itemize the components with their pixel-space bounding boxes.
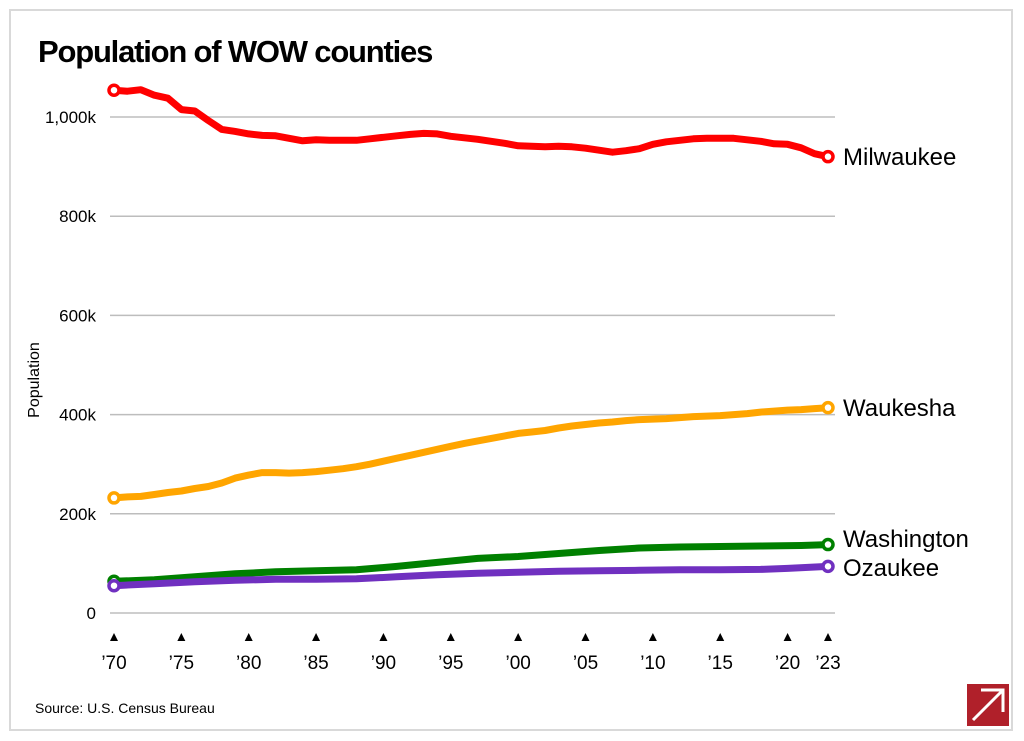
x-tick-label: ’80 bbox=[236, 653, 261, 674]
chart-title: Population of WOW counties bbox=[38, 34, 433, 69]
x-tick-marker bbox=[824, 633, 832, 641]
series-label-washington: Washington bbox=[843, 526, 969, 553]
y-tick-label: 600k bbox=[59, 306, 96, 325]
x-tick-label: ’70 bbox=[101, 653, 126, 674]
x-tick-label: ’85 bbox=[303, 653, 328, 674]
series-line-ozaukee bbox=[110, 562, 832, 590]
publisher-logo bbox=[967, 684, 1009, 726]
y-tick-label: 0 bbox=[87, 604, 96, 623]
series-start-point-waukesha bbox=[107, 491, 121, 505]
series-end-point-waukesha bbox=[821, 400, 835, 415]
series-end-point-milwaukee bbox=[821, 149, 835, 164]
x-tick-label: ’90 bbox=[371, 653, 396, 674]
y-tick-label: 1,000k bbox=[45, 108, 97, 127]
y-tick-label: 800k bbox=[59, 207, 96, 226]
y-axis-ticks: 0 200k 400k 600k 800k 1,000k bbox=[45, 108, 97, 623]
series-line-waukesha bbox=[110, 404, 832, 502]
x-tick-marker bbox=[446, 633, 455, 641]
series-label-milwaukee: Milwaukee bbox=[843, 144, 956, 171]
x-axis-ticks: ’70 ’75 ’80 ’85 ’90 ’95 ’00 ’05 ’10 ’15 ’20 ’23 bbox=[101, 633, 841, 674]
x-tick-marker bbox=[716, 633, 725, 641]
x-tick-label: ’95 bbox=[438, 653, 463, 674]
x-tick-label: ’00 bbox=[505, 653, 530, 674]
x-tick-marker bbox=[581, 633, 590, 641]
y-axis-label: Population bbox=[26, 342, 43, 418]
y-tick-label: 400k bbox=[59, 406, 96, 425]
x-tick-label: ’05 bbox=[573, 653, 598, 674]
series-start-point-milwaukee bbox=[107, 83, 121, 97]
x-tick-label: ’23 bbox=[815, 653, 840, 674]
x-tick-marker bbox=[177, 633, 186, 641]
x-tick-marker bbox=[110, 633, 118, 641]
series-end-point-washington bbox=[821, 537, 835, 552]
x-tick-marker bbox=[648, 633, 657, 641]
x-tick-label: ’20 bbox=[775, 653, 800, 674]
series-label-ozaukee: Ozaukee bbox=[843, 555, 939, 582]
x-tick-marker bbox=[783, 633, 792, 641]
x-tick-marker bbox=[244, 633, 253, 641]
series-lines bbox=[107, 83, 835, 593]
x-tick-label: ’15 bbox=[708, 653, 733, 674]
source-note: Source: U.S. Census Bureau bbox=[35, 700, 215, 716]
chart-frame bbox=[9, 9, 1013, 731]
x-tick-marker bbox=[379, 633, 388, 641]
gridlines bbox=[110, 116, 835, 614]
series-label-waukesha: Waukesha bbox=[843, 395, 956, 422]
series-start-point-ozaukee bbox=[107, 578, 121, 593]
series-end-point-ozaukee bbox=[821, 559, 835, 574]
x-tick-label: ’10 bbox=[640, 653, 665, 674]
logo-mark bbox=[971, 688, 1005, 722]
x-tick-marker bbox=[312, 633, 321, 641]
x-tick-label: ’75 bbox=[169, 653, 194, 674]
x-tick-marker bbox=[514, 633, 523, 641]
series-line-milwaukee bbox=[110, 86, 832, 161]
series-line-washington bbox=[110, 541, 832, 585]
y-tick-label: 200k bbox=[59, 505, 96, 524]
